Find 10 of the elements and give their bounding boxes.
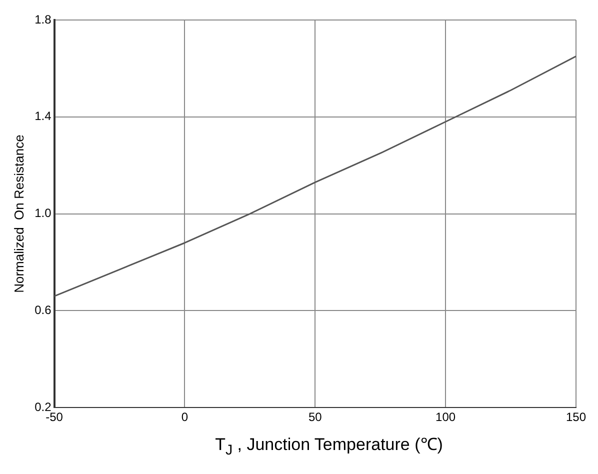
x-axis-title: T$_{J}$ , Junction Temperature (℃): [214, 434, 444, 458]
y-tick-label: 1.4: [34, 109, 52, 124]
x-tick-label: 0: [181, 410, 188, 424]
y-axis-title: Normalized On Resistance: [11, 134, 26, 293]
x-tick-label: 150: [566, 410, 586, 424]
x-tick-label: 50: [308, 410, 322, 424]
y-tick-label: 1.8: [34, 12, 52, 26]
x-tick-label: 100: [436, 410, 456, 424]
y-tick-label: 0.6: [34, 303, 52, 318]
y-tick-label: 1.0: [34, 206, 52, 220]
